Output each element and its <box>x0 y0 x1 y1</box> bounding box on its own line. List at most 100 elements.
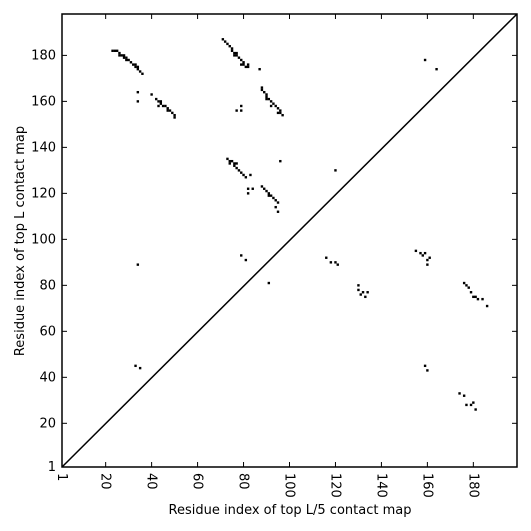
contact-point <box>423 251 427 255</box>
contact-point <box>237 169 241 172</box>
contact-point <box>237 56 241 59</box>
contact-point <box>138 366 142 370</box>
contact-point <box>155 97 158 101</box>
contact-point <box>240 254 243 257</box>
y-tick-label: 80 <box>39 278 56 293</box>
y-tick-label: 100 <box>31 232 56 247</box>
contact-point <box>419 251 422 255</box>
contact-point <box>329 261 333 264</box>
contact-point <box>426 369 429 372</box>
contact-point <box>240 58 243 62</box>
contact-point <box>258 67 261 71</box>
contact-point <box>166 107 169 110</box>
contact-point <box>279 159 282 163</box>
contact-point <box>159 102 163 105</box>
contact-point <box>267 281 271 285</box>
x-tick-label: 100 <box>282 473 297 498</box>
contact-point <box>115 49 119 52</box>
contact-point <box>336 263 339 266</box>
contact-point <box>235 162 238 165</box>
contact-point <box>325 256 328 259</box>
contact-point <box>221 38 225 41</box>
x-tick-label: 180 <box>465 473 480 498</box>
contact-point <box>230 159 234 163</box>
contact-point <box>467 286 470 289</box>
contact-point <box>171 111 174 115</box>
contact-point <box>263 90 266 94</box>
contact-point <box>246 187 250 190</box>
contact-point <box>269 104 273 108</box>
contact-point <box>435 67 438 71</box>
x-axis-label: Residue index of top L/5 contact map <box>169 503 412 518</box>
x-tick-label: 80 <box>236 473 251 490</box>
contact-point <box>423 58 427 62</box>
y-tick-label: 60 <box>39 324 56 339</box>
contact-point <box>359 293 362 296</box>
contact-point <box>136 263 140 266</box>
x-tick-label: 60 <box>190 473 205 490</box>
contact-point <box>230 47 234 50</box>
contact-point <box>462 394 466 397</box>
contact-point <box>125 56 128 59</box>
contact-point <box>465 284 468 287</box>
contact-point <box>240 109 243 112</box>
y-tick-label: 160 <box>31 94 56 109</box>
contact-point <box>141 72 144 75</box>
contact-point <box>129 61 133 64</box>
contact-point <box>134 364 137 368</box>
contact-point <box>233 54 236 57</box>
contact-point <box>260 88 264 92</box>
contact-point <box>265 95 268 98</box>
contact-point <box>168 109 172 112</box>
contact-point <box>242 61 245 64</box>
diagonal-line <box>61 13 518 468</box>
contact-point <box>469 403 473 407</box>
contact-point <box>366 291 369 294</box>
contact-point <box>246 65 250 69</box>
y-axis-label: Residue index of top L contact map <box>13 126 28 356</box>
contact-point <box>125 58 128 62</box>
y-tick-label: 1 <box>48 460 56 475</box>
contact-point <box>233 164 236 167</box>
contact-point <box>251 187 254 190</box>
contact-point <box>274 104 277 108</box>
contact-point <box>173 116 176 119</box>
y-tick-label: 120 <box>31 186 56 201</box>
contact-point <box>157 100 160 103</box>
contact-point <box>136 100 140 103</box>
y-tick-label: 20 <box>39 416 56 431</box>
contact-point <box>240 171 243 174</box>
contact-point <box>260 185 264 188</box>
contact-point <box>265 189 268 193</box>
contact-point <box>127 58 130 62</box>
contact-point <box>235 51 238 55</box>
contact-point <box>485 304 489 308</box>
contact-point <box>244 176 248 179</box>
contact-point <box>223 40 227 43</box>
contact-point <box>269 194 273 197</box>
contact-point <box>228 159 231 163</box>
contact-point <box>267 97 271 101</box>
x-tick-label: 20 <box>98 473 113 490</box>
contact-point <box>246 192 250 195</box>
contact-point <box>249 173 252 177</box>
plot-frame <box>61 13 518 468</box>
contact-point <box>465 403 468 407</box>
contact-point <box>226 157 229 161</box>
contact-point <box>423 364 427 368</box>
contact-point <box>228 44 231 48</box>
contact-point <box>474 408 477 411</box>
contact-point <box>462 281 466 285</box>
contact-point <box>242 63 245 66</box>
contact-point <box>233 162 236 165</box>
contact-point <box>235 166 238 170</box>
contact-point <box>426 263 429 266</box>
contact-point <box>122 54 126 57</box>
contact-point <box>361 291 365 294</box>
contact-point <box>244 65 248 69</box>
contact-point <box>272 102 275 105</box>
x-tick-label: 120 <box>327 473 342 498</box>
contact-point <box>267 192 271 195</box>
contact-point <box>166 109 169 112</box>
